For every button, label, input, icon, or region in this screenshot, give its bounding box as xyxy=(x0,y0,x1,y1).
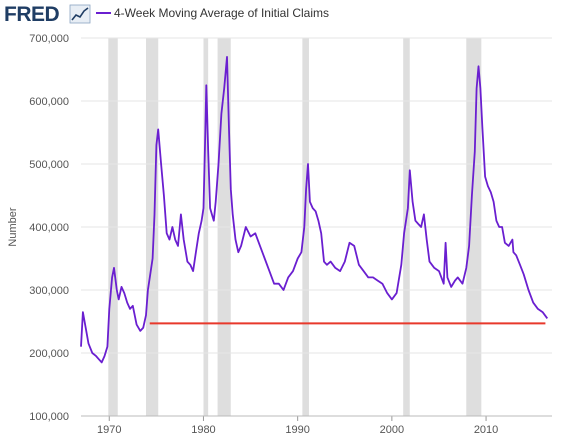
gridlines xyxy=(81,37,552,417)
y-tick-label: 600,000 xyxy=(29,96,69,108)
x-tick-label: 1980 xyxy=(191,424,215,436)
y-tick-label: 100,000 xyxy=(29,411,69,423)
x-tick-label: 2010 xyxy=(474,424,498,436)
line-chart-icon xyxy=(69,4,91,24)
y-tick-label: 400,000 xyxy=(29,222,69,234)
y-tick-label: 300,000 xyxy=(29,285,69,297)
y-axis-ticks: 100,000 200,000 300,000 400,000 500,000 600,0… xyxy=(29,33,69,423)
series-layer xyxy=(80,56,549,364)
x-axis-ticks: 1970 1980 1990 2000 2010 xyxy=(81,415,552,436)
x-tick-label: 2000 xyxy=(380,424,404,436)
y-tick-label: 700,000 xyxy=(29,33,69,45)
fred-logo-text[interactable]: FRED xyxy=(4,3,60,26)
legend: 4-Week Moving Average of Initial Claims xyxy=(96,6,329,20)
y-tick-label: 500,000 xyxy=(29,159,69,171)
y-axis-label: Number xyxy=(7,207,19,246)
series-line-1 xyxy=(80,56,549,364)
x-tick-label: 1990 xyxy=(285,424,309,436)
x-tick-label: 1970 xyxy=(97,424,121,436)
legend-label: 4-Week Moving Average of Initial Claims xyxy=(114,6,329,20)
fred-header: FRED 4-Week Moving Average of Initial Cl… xyxy=(4,3,329,26)
y-tick-label: 200,000 xyxy=(29,348,69,360)
